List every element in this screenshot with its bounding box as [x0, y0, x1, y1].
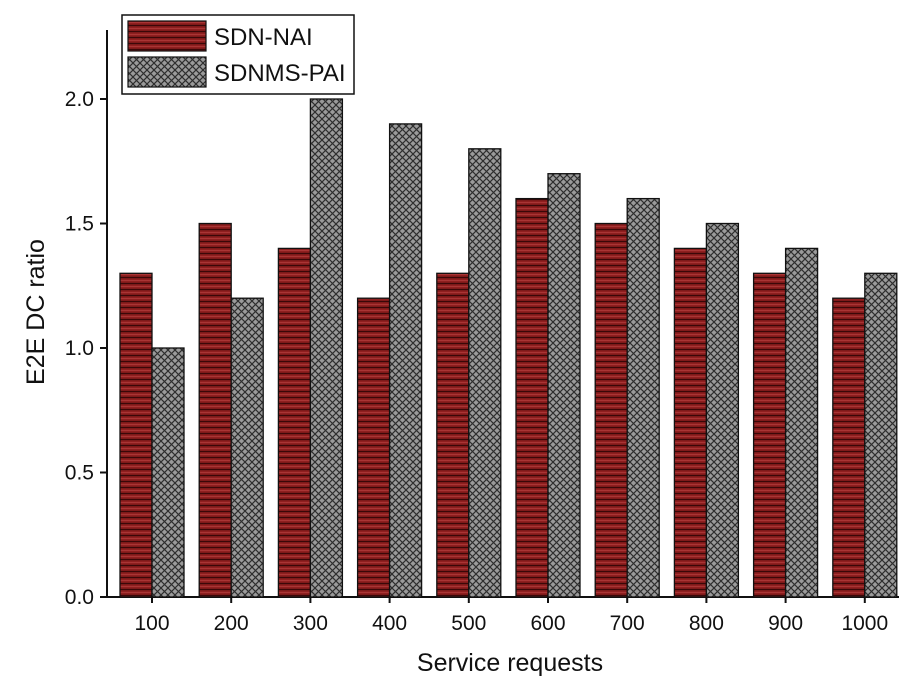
bar-sdnms-pai-900 — [784, 247, 819, 598]
y-tick-label: 1.0 — [65, 337, 94, 360]
x-tick-label: 500 — [451, 612, 486, 635]
bar-sdnms-pai-600 — [547, 173, 581, 598]
y-axis-label: E2E DC ratio — [22, 239, 50, 385]
x-tick-label: 300 — [293, 612, 328, 635]
bar-sdnms-pai-300 — [309, 98, 344, 598]
x-tick-label: 100 — [134, 612, 169, 635]
bar-sdnms-pai-400 — [388, 123, 423, 598]
bar-sdnms-pai-100 — [151, 347, 185, 598]
x-ticks: 100 200 300 400 500 600 700 800 900 1000 — [134, 597, 888, 635]
x-tick-label: 800 — [689, 612, 724, 635]
bars — [119, 98, 898, 598]
bar-sdnms-pai-700 — [626, 197, 660, 598]
x-tick-label: 700 — [610, 612, 645, 635]
bar-sdn-nai-900 — [752, 272, 787, 598]
y-ticks: 0.0 0.5 1.0 1.5 2.0 — [65, 88, 107, 609]
bar-sdn-nai-300 — [277, 247, 312, 598]
bar-sdnms-pai-500 — [468, 148, 502, 598]
bar-sdnms-pai-200 — [230, 297, 264, 598]
bar-sdn-nai-500 — [436, 272, 470, 598]
legend-swatch-sdnms-pai — [127, 56, 207, 88]
bar-sdnms-pai-1000 — [864, 272, 898, 598]
bar-sdn-nai-1000 — [832, 297, 866, 598]
legend: SDN-NAI SDNMS-PAI — [121, 14, 355, 95]
bar-sdn-nai-200 — [198, 222, 232, 598]
y-tick-label: 0.0 — [65, 586, 94, 609]
x-tick-label: 200 — [214, 612, 249, 635]
bar-sdn-nai-700 — [594, 222, 628, 598]
x-tick-label: 400 — [372, 612, 407, 635]
legend-label-sdn-nai: SDN-NAI — [214, 24, 313, 51]
bar-sdnms-pai-800 — [705, 222, 740, 598]
y-tick-label: 0.5 — [65, 462, 94, 485]
legend-label-sdnms-pai: SDNMS-PAI — [214, 60, 346, 87]
y-tick-label: 2.0 — [65, 88, 94, 111]
x-axis-label: Service requests — [417, 649, 603, 677]
x-tick-label: 600 — [530, 612, 565, 635]
bar-sdn-nai-100 — [119, 272, 153, 598]
x-tick-label: 1000 — [841, 612, 888, 635]
bar-sdn-nai-800 — [673, 247, 708, 598]
x-tick-label: 900 — [768, 612, 803, 635]
bar-sdn-nai-600 — [515, 197, 549, 598]
y-tick-label: 1.5 — [65, 213, 94, 236]
bar-sdn-nai-400 — [356, 297, 391, 598]
legend-swatch-sdn-nai — [127, 20, 207, 52]
